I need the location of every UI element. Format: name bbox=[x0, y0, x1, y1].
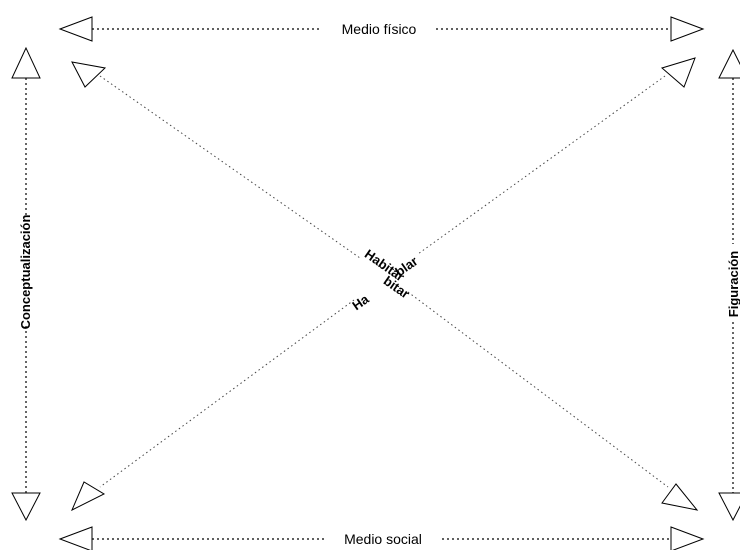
top-right-arrowhead bbox=[670, 16, 705, 42]
diagonal-tl-br-lower bbox=[407, 291, 669, 488]
bottom-right-arrowhead bbox=[670, 526, 705, 550]
bottom-left-diagonal-arrowhead bbox=[71, 481, 106, 512]
right-top-arrowhead bbox=[718, 48, 740, 79]
left-top-arrowhead bbox=[11, 46, 41, 79]
diagonal-tr-bl-upper bbox=[417, 75, 666, 255]
center-label-ha: Ha bbox=[349, 291, 372, 313]
top-label: Medio físico bbox=[342, 21, 417, 37]
diagonal-tr-bl-lower bbox=[99, 299, 355, 488]
bottom-left-arrowhead bbox=[58, 526, 93, 550]
right-bottom-arrowhead bbox=[718, 492, 740, 522]
right-label: Figuración bbox=[726, 251, 740, 318]
center-label-bitar: bitar bbox=[381, 273, 413, 301]
left-label: Conceptualización bbox=[18, 215, 33, 330]
bottom-right-diagonal-arrowhead bbox=[661, 483, 699, 511]
top-right-diagonal-arrowhead bbox=[660, 57, 696, 88]
top-left-arrowhead bbox=[58, 16, 93, 42]
bottom-label: Medio social bbox=[344, 531, 422, 547]
left-bottom-arrowhead bbox=[11, 492, 41, 522]
diagonal-tl-br-upper bbox=[99, 75, 361, 259]
top-left-diagonal-arrowhead bbox=[71, 61, 107, 88]
